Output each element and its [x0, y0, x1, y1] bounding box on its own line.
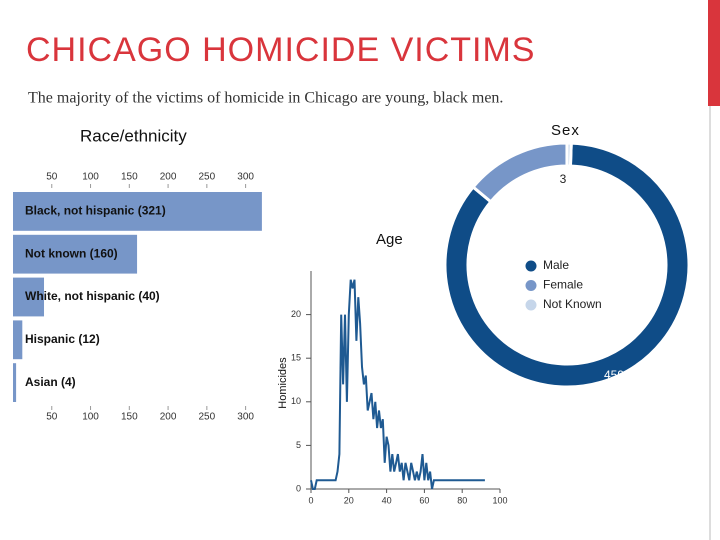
x-tick-label: 80: [457, 495, 467, 505]
bar-label: Not known (160): [25, 246, 118, 260]
y-tick-label: 0: [296, 483, 301, 493]
chart-title: Race/ethnicity: [80, 126, 187, 145]
value-label: 459: [604, 368, 624, 382]
x-tick-label: 40: [382, 495, 392, 505]
x-tick-label: 50: [46, 412, 58, 423]
x-tick-label: 200: [160, 412, 177, 423]
x-tick-label: 60: [419, 495, 429, 505]
bar-label: Asian (4): [25, 375, 76, 389]
accent-bar: [708, 0, 720, 106]
legend-label: Female: [543, 278, 583, 292]
bar-label: Hispanic (12): [25, 332, 100, 346]
chart-title: Age: [376, 231, 403, 248]
value-label: 75: [505, 184, 519, 198]
x-tick-label: 150: [121, 412, 138, 423]
bar: [13, 277, 45, 317]
donut-slice: [471, 141, 569, 204]
x-tick-label: 50: [46, 172, 58, 183]
x-tick-label: 200: [160, 172, 177, 183]
x-tick-label: 250: [199, 172, 216, 183]
chart-title: Sex: [551, 122, 580, 139]
y-tick-label: 20: [291, 309, 301, 319]
y-tick-label: 15: [291, 353, 301, 363]
legend-marker: [525, 260, 537, 272]
x-tick-label: 20: [344, 495, 354, 505]
legend-marker: [525, 280, 537, 291]
legend-marker: [525, 299, 537, 311]
y-axis-label: Homicides: [277, 357, 289, 409]
x-tick-label: 250: [199, 412, 216, 423]
bar: [13, 320, 23, 360]
legend-label: Not Known: [543, 297, 602, 311]
value-label: 3: [560, 172, 567, 186]
bar: [13, 363, 17, 402]
x-tick-label: 0: [308, 495, 313, 505]
x-tick-label: 150: [121, 172, 138, 183]
donut-slice: [443, 141, 691, 389]
x-tick-label: 100: [82, 412, 99, 423]
slide-subtitle: The majority of the victims of homicide …: [28, 90, 503, 107]
data-line: [310, 279, 485, 490]
bar: [13, 192, 262, 231]
x-tick-label: 300: [237, 412, 254, 423]
donut-slice: [565, 141, 573, 168]
x-tick-label: 100: [82, 172, 99, 183]
bar-label: Black, not hispanic (321): [25, 204, 166, 218]
legend-label: Male: [543, 258, 569, 272]
slide-title: CHICAGO HOMICIDE VICTIMS: [26, 31, 535, 69]
bar: [13, 234, 138, 274]
x-tick-label: 100: [492, 495, 507, 505]
y-tick-label: 5: [296, 440, 301, 450]
x-tick-label: 300: [237, 172, 254, 183]
y-tick-label: 10: [291, 396, 301, 406]
bar-label: White, not hispanic (40): [25, 289, 160, 303]
